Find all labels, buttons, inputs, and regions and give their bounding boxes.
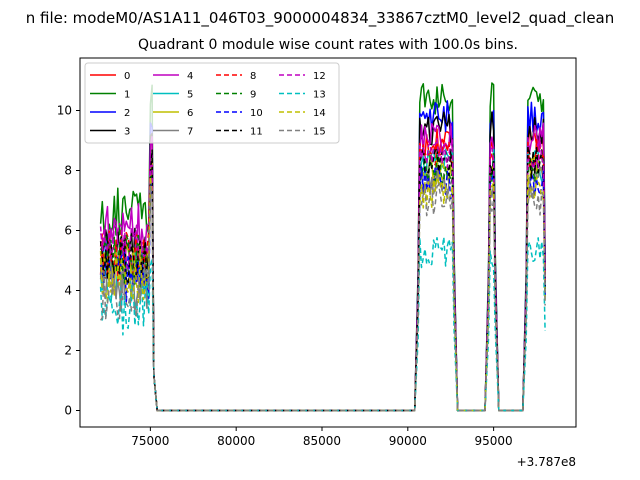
- legend-label: 5: [187, 90, 193, 101]
- legend-label: 8: [250, 71, 256, 82]
- x-tick-label: 95000: [475, 434, 513, 448]
- series-line-11: [99, 145, 546, 412]
- legend-box: [84, 62, 340, 144]
- series-line-3: [99, 111, 546, 412]
- series-line-2: [99, 100, 546, 412]
- legend-label: 10: [250, 108, 263, 119]
- legend-label: 4: [187, 71, 193, 82]
- x-tick-label: 80000: [217, 434, 255, 448]
- plot-frame: [79, 57, 577, 428]
- x-tick-label: 75000: [131, 434, 169, 448]
- legend-label: 15: [313, 127, 326, 138]
- legend-label: 7: [187, 127, 193, 138]
- legend-label: 2: [124, 108, 130, 119]
- legend-label: 11: [250, 127, 263, 138]
- y-tick-label: 10: [57, 104, 72, 118]
- chart-suptitle: n file: modeM0/AS1A11_046T03_9000004834_…: [26, 9, 615, 28]
- x-axis: 75000 80000 85000 90000 95000: [131, 427, 513, 448]
- legend-label: 14: [313, 108, 326, 119]
- series-line-15: [99, 184, 546, 412]
- x-offset-label: +3.787e8: [517, 455, 576, 469]
- legend-label: 1: [124, 90, 130, 101]
- series-lines: [99, 82, 546, 412]
- y-tick-label: 2: [64, 344, 72, 358]
- y-tick-label: 4: [64, 284, 72, 298]
- x-tick-label: 85000: [303, 434, 341, 448]
- series-line-9: [99, 151, 546, 412]
- legend-label: 3: [124, 127, 130, 138]
- x-tick-label: 90000: [389, 434, 427, 448]
- series-line-8: [99, 139, 546, 412]
- legend-label: 12: [313, 71, 326, 82]
- legend-label: 9: [250, 90, 256, 101]
- series-line-12: [99, 137, 546, 412]
- y-tick-label: 6: [64, 224, 72, 238]
- series-line-6: [99, 154, 546, 412]
- y-axis: 0 2 4 6 8 10: [57, 104, 80, 418]
- legend-label: 13: [313, 90, 326, 101]
- series-line-14: [99, 174, 546, 412]
- chart-title: Quadrant 0 module wise count rates with …: [138, 37, 518, 53]
- legend-label: 6: [187, 108, 193, 119]
- series-line-4: [99, 122, 546, 412]
- series-line-7: [99, 165, 546, 412]
- y-tick-label: 0: [64, 404, 72, 418]
- y-tick-label: 8: [64, 164, 72, 178]
- series-line-10: [99, 165, 546, 412]
- series-line-0: [99, 123, 546, 412]
- series-line-5: [99, 148, 546, 412]
- series-line-13: [99, 236, 546, 412]
- legend-label: 0: [124, 71, 130, 82]
